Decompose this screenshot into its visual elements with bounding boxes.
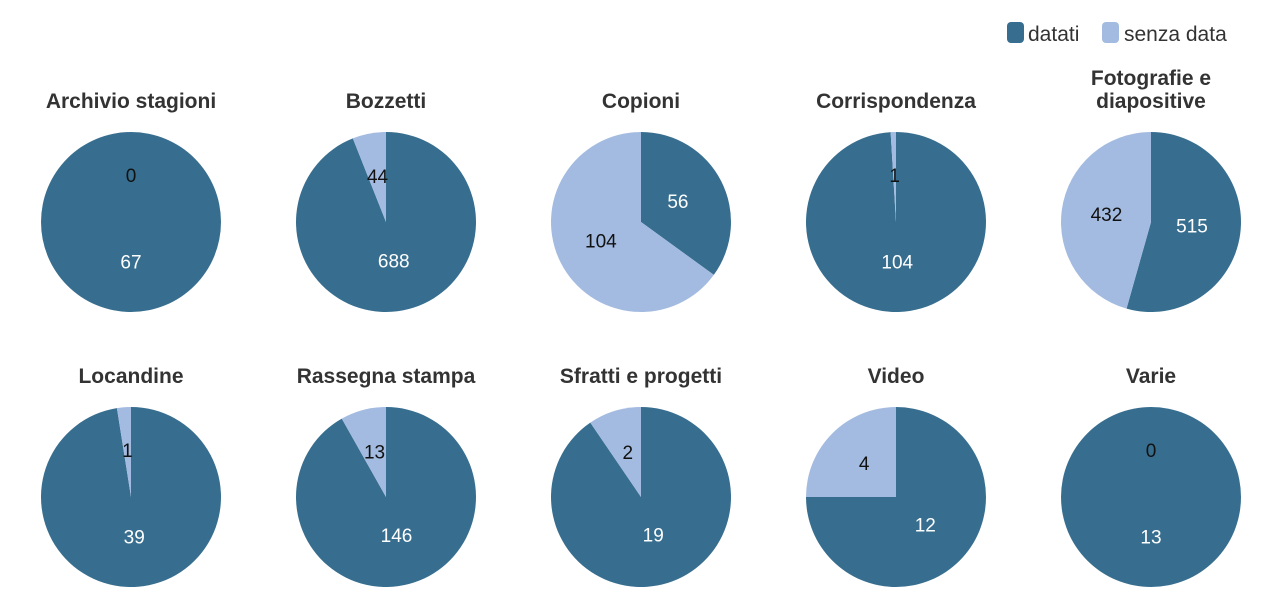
- slice-datati: [296, 407, 477, 587]
- legend-swatch-senza-data: [1102, 22, 1119, 43]
- label-datati: 67: [120, 252, 141, 273]
- slice-senza-data: [341, 407, 386, 497]
- pie-title: Locandine: [78, 365, 183, 388]
- slice-senza-data: [550, 132, 714, 312]
- label-senza-data: 13: [364, 442, 385, 463]
- label-datati: 13: [1140, 527, 1161, 548]
- slice-senza-data: [590, 407, 641, 497]
- legend-swatch-datati: [1007, 22, 1024, 43]
- pie-archivio-stagioni: Archivio stagioni 67 0: [41, 90, 221, 312]
- label-datati: 39: [124, 527, 145, 548]
- pie-title: Bozzetti: [346, 90, 427, 113]
- label-datati: 688: [378, 252, 410, 273]
- label-senza-data: 4: [859, 454, 870, 475]
- slice-datati: [1061, 407, 1241, 587]
- pie-copioni: Copioni 56 104: [550, 90, 731, 312]
- pie-title: Fotografie e: [1091, 67, 1211, 90]
- slice-datati: [641, 132, 731, 275]
- slice-datati: [40, 407, 221, 587]
- pie-title: Rassegna stampa: [297, 365, 476, 388]
- slice-senza-data: [1061, 132, 1151, 309]
- label-datati: 12: [915, 515, 936, 536]
- label-senza-data: 44: [367, 167, 389, 188]
- legend-label-senza-data: senza data: [1124, 23, 1227, 46]
- legend: datati senza data: [1007, 22, 1227, 46]
- pie-video: Video 12 4: [806, 365, 986, 587]
- label-senza-data: 1: [122, 441, 133, 462]
- slice-datati: [41, 132, 221, 312]
- pie-title: Varie: [1126, 365, 1176, 388]
- pie-title: Sfratti e progetti: [560, 365, 722, 388]
- label-datati: 56: [667, 192, 688, 213]
- slice-datati: [1126, 132, 1242, 312]
- label-senza-data: 2: [622, 443, 633, 464]
- label-senza-data: 0: [126, 166, 137, 187]
- pie-title: Corrispondenza: [816, 90, 976, 113]
- pie-title: diapositive: [1096, 90, 1206, 113]
- pie-title: Video: [868, 365, 925, 388]
- pie-rassegna-stampa: Rassegna stampa 146 13: [296, 365, 477, 587]
- pie-title: Copioni: [602, 90, 680, 113]
- slice-senza-data: [806, 407, 896, 497]
- pie-title: Archivio stagioni: [46, 90, 216, 113]
- pie-corrispondenza: Corrispondenza 104 1: [805, 90, 986, 313]
- label-datati: 19: [643, 526, 664, 547]
- label-datati: 146: [381, 526, 413, 547]
- slice-senza-data: [352, 132, 386, 222]
- legend-label-datati: datati: [1028, 23, 1079, 46]
- pie-varie: Varie 13 0: [1061, 365, 1241, 587]
- slice-senza-data: [116, 407, 131, 497]
- label-senza-data: 0: [1146, 441, 1157, 462]
- slice-senza-data: [890, 132, 896, 222]
- pie-bozzetti: Bozzetti 688 44: [296, 90, 476, 312]
- slice-datati: [805, 132, 986, 313]
- label-senza-data: 1: [889, 166, 900, 187]
- label-datati: 104: [881, 252, 913, 273]
- label-senza-data: 104: [585, 231, 617, 252]
- label-datati: 515: [1176, 217, 1208, 238]
- pie-sfratti-e-progetti: Sfratti e progetti 19 2: [551, 365, 731, 587]
- label-senza-data: 432: [1091, 205, 1123, 226]
- pie-locandine: Locandine 39 1: [40, 365, 221, 587]
